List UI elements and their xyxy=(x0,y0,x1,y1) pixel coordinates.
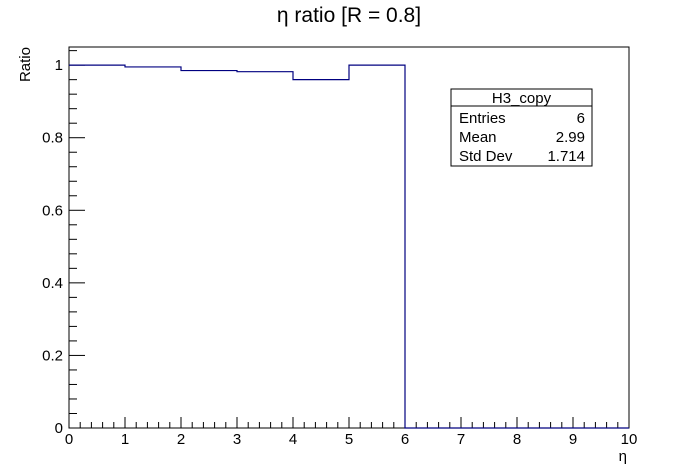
stats-box-title: H3_copy xyxy=(492,90,552,107)
stats-box: H3_copy Entries 6 Mean 2.99 Std Dev 1.71… xyxy=(450,88,593,167)
stats-stddev-label: Std Dev xyxy=(459,148,513,165)
stats-entries-value: 6 xyxy=(577,110,585,127)
x-tick-label: 4 xyxy=(289,431,297,448)
x-tick-label: 10 xyxy=(621,431,638,448)
stats-mean-label: Mean xyxy=(459,129,497,146)
x-axis-label: η xyxy=(619,448,627,465)
x-tick-label: 1 xyxy=(121,431,129,448)
y-tick-label: 0 xyxy=(55,420,63,437)
y-tick-label: 0.6 xyxy=(42,202,63,219)
x-tick-label: 6 xyxy=(401,431,409,448)
y-tick-label: 0.4 xyxy=(42,275,63,292)
x-tick-label: 0 xyxy=(65,431,73,448)
x-axis-tick-labels: 0 1 2 3 4 5 6 7 8 9 10 xyxy=(65,431,638,448)
y-tick-label: 0.8 xyxy=(42,130,63,147)
x-tick-label: 5 xyxy=(345,431,353,448)
stats-stddev-value: 1.714 xyxy=(547,148,585,165)
x-tick-label: 3 xyxy=(233,431,241,448)
x-tick-label: 2 xyxy=(177,431,185,448)
y-axis-tick-labels: 0 0.2 0.4 0.6 0.8 1 xyxy=(42,57,63,437)
x-tick-label: 7 xyxy=(457,431,465,448)
stats-mean-value: 2.99 xyxy=(556,129,585,146)
y-axis-label: Ratio xyxy=(17,47,34,82)
y-tick-label: 0.2 xyxy=(42,347,63,364)
histogram-series-line xyxy=(69,64,629,429)
y-tick-label: 1 xyxy=(55,57,63,74)
x-tick-label: 8 xyxy=(513,431,521,448)
x-axis-ticks xyxy=(68,417,630,428)
x-tick-label: 9 xyxy=(569,431,577,448)
y-axis-ticks xyxy=(69,50,85,429)
chart-title: η ratio [R = 0.8] xyxy=(277,4,421,27)
stats-entries-label: Entries xyxy=(459,110,506,127)
